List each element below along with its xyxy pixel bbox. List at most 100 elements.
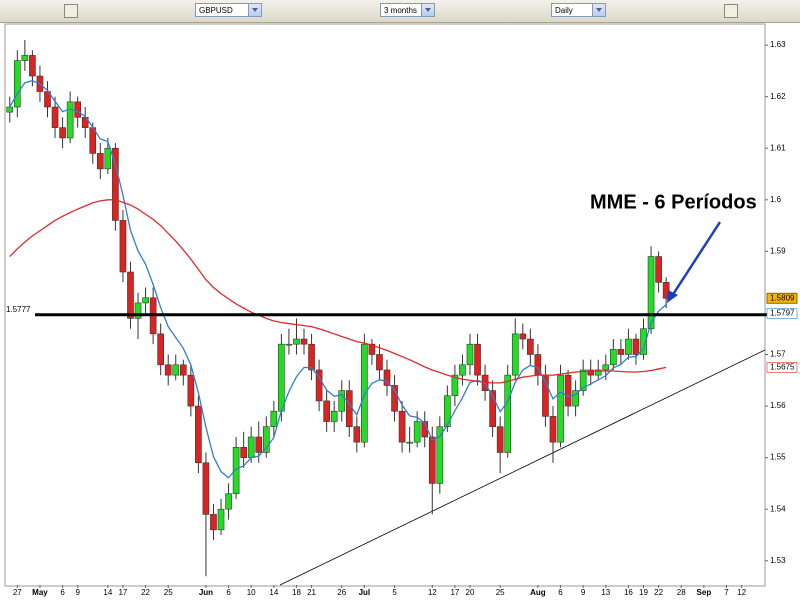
candle-body bbox=[527, 338, 534, 355]
candle-body bbox=[406, 441, 413, 444]
period: 3 months bbox=[384, 6, 417, 15]
candle-body bbox=[640, 328, 647, 355]
toolbar: GBPUSD 3 months Daily bbox=[0, 0, 800, 23]
symbol-select[interactable]: GBPUSD bbox=[195, 3, 262, 17]
candle-body bbox=[255, 436, 263, 453]
x-tick-label: 21 bbox=[307, 588, 316, 597]
candle-body bbox=[587, 369, 595, 376]
candle-body bbox=[179, 364, 187, 376]
x-tick-label: Jul bbox=[359, 588, 371, 597]
symbol: GBPUSD bbox=[199, 6, 233, 15]
candle-body bbox=[368, 343, 376, 355]
x-tick-label: 27 bbox=[13, 588, 22, 597]
last-ma-tag bbox=[766, 362, 798, 373]
candle-body bbox=[323, 400, 330, 422]
x-tick-label: 10 bbox=[247, 588, 256, 597]
candle-body bbox=[564, 374, 572, 407]
y-tick-label: 1.57 bbox=[770, 350, 786, 359]
x-tick-label: 28 bbox=[677, 588, 686, 597]
candle-body bbox=[557, 374, 564, 443]
annotation-arrow bbox=[670, 221, 722, 297]
candle-body bbox=[383, 369, 391, 386]
candle-body bbox=[474, 343, 481, 376]
x-tick-label: Aug bbox=[530, 588, 546, 597]
x-tick-label: 16 bbox=[624, 588, 633, 597]
trend-line bbox=[279, 349, 766, 586]
x-tick-label: 14 bbox=[269, 588, 278, 597]
candle-body bbox=[451, 374, 459, 397]
ma-line bbox=[9, 80, 667, 479]
x-tick-label: Sep bbox=[697, 588, 712, 597]
interval-select[interactable]: Daily bbox=[551, 3, 606, 17]
candle-body bbox=[308, 343, 315, 371]
candle-body bbox=[610, 349, 617, 366]
candle-body bbox=[436, 426, 444, 484]
candle-body bbox=[6, 106, 14, 113]
candle-body bbox=[112, 147, 119, 221]
chart-icon[interactable] bbox=[64, 4, 78, 18]
candle-body bbox=[247, 436, 255, 458]
candle-body bbox=[127, 271, 134, 319]
candle-body bbox=[225, 493, 232, 510]
candle-body bbox=[157, 333, 164, 366]
candle-body bbox=[300, 338, 308, 345]
y-tick-label: 1.54 bbox=[770, 504, 786, 513]
candle-body bbox=[428, 436, 436, 484]
x-tick-label: May bbox=[32, 588, 48, 597]
y-tick-label: 1.63 bbox=[770, 40, 786, 49]
x-tick-label: 14 bbox=[103, 588, 112, 597]
candle-body bbox=[217, 508, 225, 531]
candle-body bbox=[195, 405, 202, 464]
x-tick-label: 12 bbox=[737, 588, 746, 597]
candle-body bbox=[466, 343, 474, 366]
x-tick-label: Jun bbox=[199, 588, 213, 597]
y-tick-label: 1.59 bbox=[770, 246, 786, 255]
candle-body bbox=[353, 426, 361, 443]
x-tick-label: 22 bbox=[654, 588, 663, 597]
candle-body bbox=[210, 514, 217, 531]
x-tick-label: 9 bbox=[581, 588, 586, 597]
candle-body bbox=[489, 390, 496, 427]
candle-body bbox=[29, 55, 36, 77]
candle-body bbox=[104, 147, 112, 170]
x-tick-label: 7 bbox=[724, 588, 729, 597]
last-ma-label: 1.5675 bbox=[770, 363, 795, 372]
candle-body bbox=[519, 333, 527, 340]
candle-body bbox=[187, 374, 195, 407]
candle-body bbox=[459, 364, 466, 376]
candle-body bbox=[413, 421, 421, 443]
candle-body bbox=[625, 338, 632, 355]
x-tick-label: 22 bbox=[141, 588, 150, 597]
candle-body bbox=[285, 343, 293, 346]
candle-body bbox=[572, 390, 579, 407]
candle-body bbox=[330, 410, 338, 422]
last-close-label: 1.5809 bbox=[770, 293, 795, 302]
y-tick-label: 1.62 bbox=[770, 92, 786, 101]
y-tick-label: 1.53 bbox=[770, 556, 786, 565]
candle-body bbox=[51, 106, 59, 128]
settings-icon[interactable] bbox=[724, 4, 738, 18]
candle-body bbox=[119, 220, 127, 273]
candle-body bbox=[617, 349, 625, 355]
candle-body bbox=[345, 390, 353, 427]
candle-body bbox=[444, 395, 451, 427]
candle-body bbox=[549, 416, 557, 443]
last-close-tag bbox=[766, 292, 798, 304]
interval: Daily bbox=[555, 6, 573, 15]
candle-body bbox=[376, 354, 383, 371]
period-select[interactable]: 3 months bbox=[380, 3, 435, 17]
arrow-head bbox=[667, 290, 678, 303]
candle-body bbox=[164, 364, 172, 376]
candle-body bbox=[142, 297, 149, 304]
annotation: MME - 6 Períodos bbox=[590, 191, 757, 213]
last-ma-tag bbox=[766, 308, 798, 319]
x-tick-label: 25 bbox=[164, 588, 173, 597]
candle-body bbox=[338, 390, 346, 412]
x-tick-label: 19 bbox=[639, 588, 648, 597]
candle-body bbox=[66, 101, 74, 139]
candle-body bbox=[504, 374, 512, 453]
candle-body bbox=[632, 338, 640, 355]
candle-body bbox=[172, 364, 180, 376]
